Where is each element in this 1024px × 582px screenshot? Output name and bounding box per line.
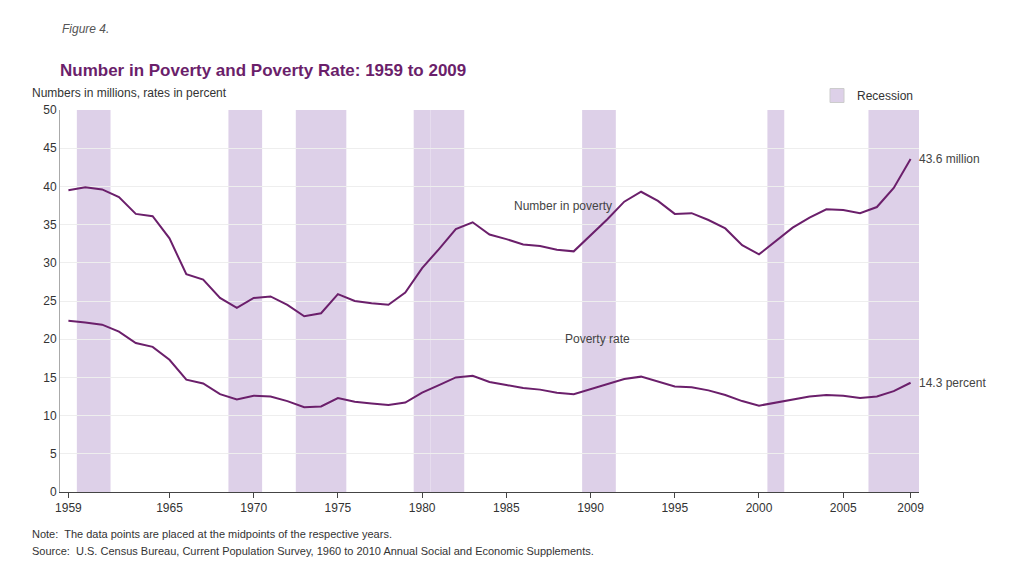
svg-text:Recession: Recession <box>857 89 913 103</box>
svg-text:5: 5 <box>50 447 57 461</box>
svg-text:Number in poverty: Number in poverty <box>514 199 612 213</box>
svg-text:10: 10 <box>43 409 57 423</box>
svg-text:1965: 1965 <box>156 501 183 515</box>
svg-text:Poverty rate: Poverty rate <box>565 332 630 346</box>
svg-text:20: 20 <box>43 332 57 346</box>
svg-text:15: 15 <box>43 371 57 385</box>
svg-text:1990: 1990 <box>577 501 604 515</box>
svg-text:1980: 1980 <box>409 501 436 515</box>
svg-text:2000: 2000 <box>746 501 773 515</box>
svg-text:1959: 1959 <box>55 501 82 515</box>
svg-text:2005: 2005 <box>830 501 857 515</box>
svg-text:45: 45 <box>43 141 57 155</box>
svg-text:2009: 2009 <box>897 501 924 515</box>
svg-text:43.6 million: 43.6 million <box>919 152 980 166</box>
svg-text:Figure 4.: Figure 4. <box>62 22 109 36</box>
svg-text:1975: 1975 <box>325 501 352 515</box>
svg-text:1995: 1995 <box>661 501 688 515</box>
svg-text:Note: The data points are pla: Note: The data points are placed at the … <box>32 528 392 540</box>
svg-text:14.3 percent: 14.3 percent <box>919 376 986 390</box>
svg-text:40: 40 <box>43 180 57 194</box>
svg-text:0: 0 <box>50 485 57 499</box>
svg-text:1970: 1970 <box>240 501 267 515</box>
svg-text:Source: U.S. Census Bureau, C: Source: U.S. Census Bureau, Current Popu… <box>32 545 594 557</box>
svg-text:Numbers in millions, rates in: Numbers in millions, rates in percent <box>32 86 227 100</box>
svg-text:25: 25 <box>43 294 57 308</box>
svg-text:1985: 1985 <box>493 501 520 515</box>
svg-text:35: 35 <box>43 218 57 232</box>
svg-text:50: 50 <box>43 103 57 117</box>
svg-text:Number in Poverty and Poverty: Number in Poverty and Poverty Rate: 1959… <box>60 61 466 80</box>
svg-text:30: 30 <box>43 256 57 270</box>
